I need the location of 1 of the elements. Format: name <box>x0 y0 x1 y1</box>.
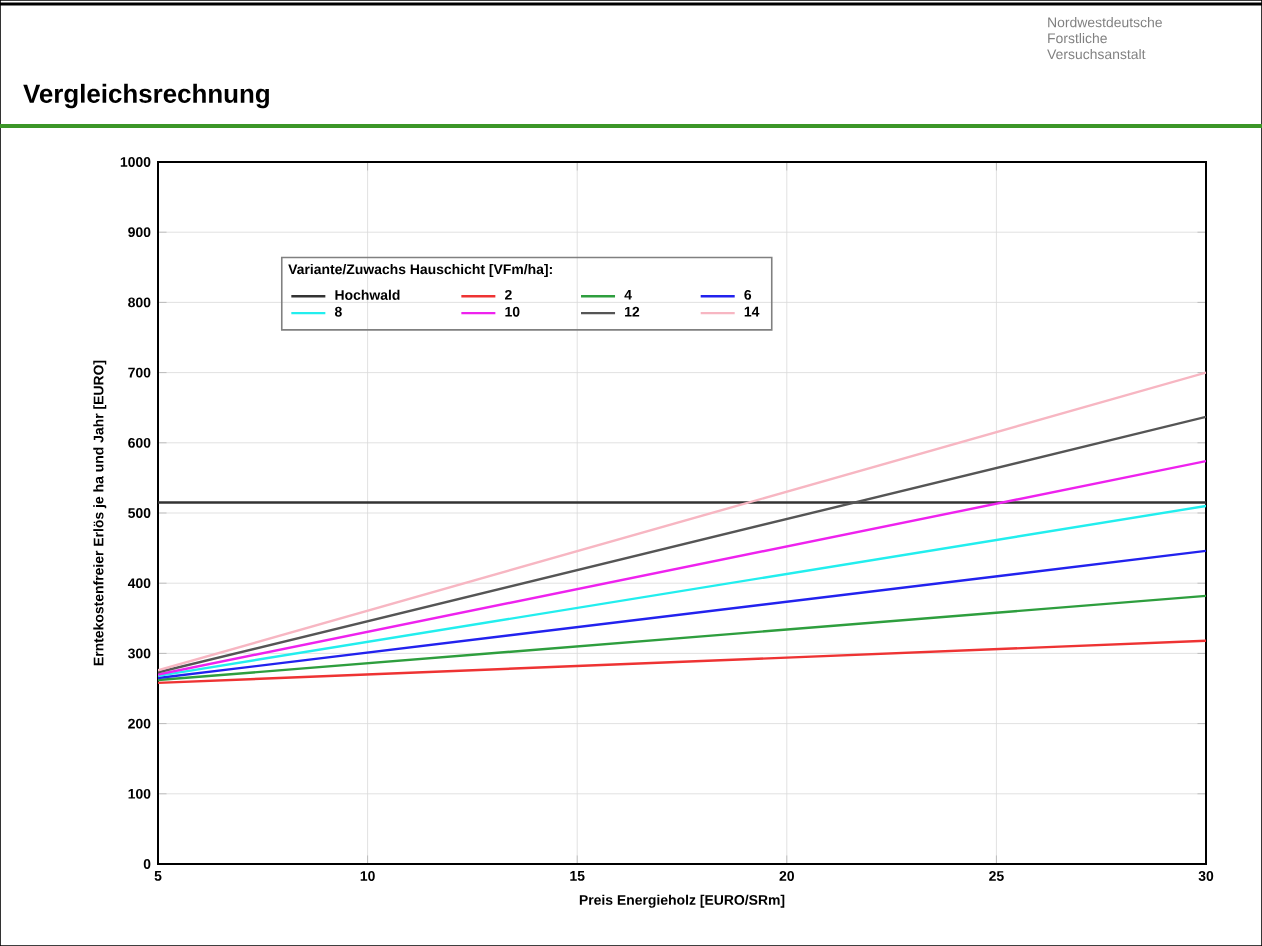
chart-title: Vergleichsrechnung <box>23 83 269 109</box>
